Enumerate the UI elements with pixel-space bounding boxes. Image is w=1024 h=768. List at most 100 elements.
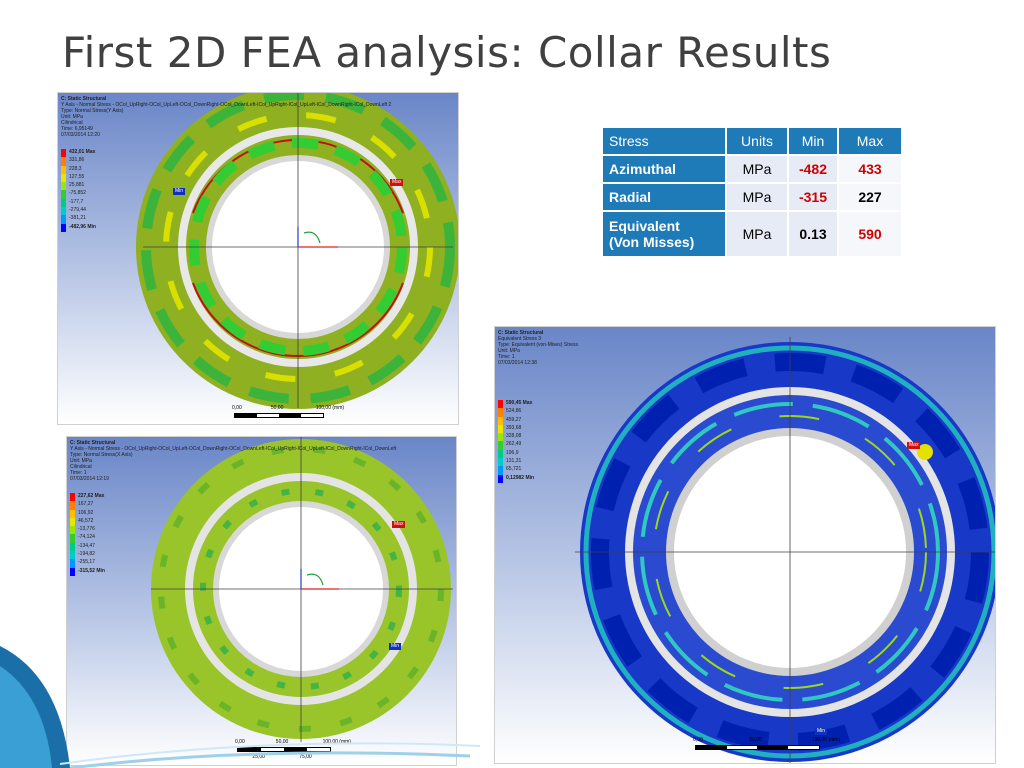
legend-label: -74,124 <box>78 534 95 541</box>
legend-label: 65,721 <box>506 466 522 473</box>
legend-label: 131,31 <box>506 458 522 465</box>
min-marker: Min <box>815 728 828 735</box>
legend-label: 46,572 <box>78 517 94 524</box>
legend-label: 331,86 <box>69 157 85 164</box>
plot-header-line: Unit: MPa <box>498 348 520 354</box>
legend-label: -482,96 Min <box>69 223 96 230</box>
legend-swatch <box>70 501 75 510</box>
plot-header-line: Cilindrical <box>61 120 83 126</box>
row-name-line1: Equivalent <box>609 218 680 234</box>
table-header-row: Stress Units Min Max <box>601 126 903 156</box>
scale-bar-track <box>695 745 820 750</box>
plot-header-line: Equivalent Stress 3 <box>498 336 542 342</box>
scale-bar: 0,00 50,00 100,00 (mm) <box>693 737 855 757</box>
plot-header-line: 07/03/2014 12:20 <box>61 132 100 138</box>
scale-label: 0,00 <box>693 737 703 743</box>
row-name: Azimuthal <box>601 154 727 184</box>
max-marker: Max <box>392 521 406 528</box>
row-min: -315 <box>787 182 839 212</box>
header-units: Units <box>725 126 789 156</box>
scale-label: 100,00 (mm) <box>322 739 351 745</box>
equivalent-collar-contour <box>575 337 995 763</box>
legend-label: 228,3 <box>69 165 82 172</box>
legend-label: -255,17 <box>78 559 95 566</box>
legend-label: 106,92 <box>78 509 94 516</box>
legend-swatch <box>70 551 75 560</box>
scale-bar-segment <box>696 746 727 749</box>
legend-swatch <box>498 416 503 425</box>
azimuthal-stress-plot: C: Static Structural Y Axis - Normal Stre… <box>57 92 459 425</box>
plot-header-line: C: Static Structural <box>61 96 107 102</box>
legend-swatch <box>70 517 75 527</box>
legend-label: -381,21 <box>69 215 86 222</box>
row-name: Radial <box>601 182 727 212</box>
row-units: MPa <box>725 154 789 184</box>
plot-header-line: Type: Normal Stress(Y Axis) <box>61 108 124 114</box>
max-marker: Max <box>907 442 921 449</box>
plot-header-line: Unit: MPa <box>61 114 83 120</box>
plot-header-line: C: Static Structural <box>70 440 116 446</box>
legend-label: 590,45 Max <box>506 400 533 406</box>
radial-stress-plot: C: Static Structural Y Axis - Normal Stre… <box>66 436 457 766</box>
legend-swatch <box>498 449 503 459</box>
plot-header-line: Type: Equivalent (von-Mises) Stress <box>498 342 579 348</box>
scale-label: 100,00 (mm) <box>811 737 841 743</box>
min-marker: Min <box>389 643 402 650</box>
scale-label: 50,00 <box>275 739 289 745</box>
legend-label: 432,01 Max <box>69 149 96 155</box>
radial-collar-contour <box>151 437 453 742</box>
legend-label: 393,68 <box>506 424 522 431</box>
row-name: Equivalent (Von Misses) <box>601 210 727 258</box>
legend-swatch <box>70 526 75 535</box>
scale-bar-track <box>234 413 324 418</box>
legend-swatch <box>498 433 503 442</box>
plot-header-line: Time: 1 <box>498 354 515 360</box>
row-units: MPa <box>725 182 789 212</box>
legend-swatch <box>70 567 75 576</box>
plot-header-line: Unit: MPa <box>70 458 92 464</box>
legend-swatch <box>61 207 66 216</box>
row-units: MPa <box>725 210 789 258</box>
legend-label: -315,52 Min <box>78 567 105 574</box>
plot-header-line: Cilindrical <box>70 464 92 470</box>
legend-swatch <box>70 542 75 552</box>
header-min: Min <box>787 126 839 156</box>
table-row: Equivalent (Von Misses) MPa 0.13 590 <box>601 210 903 258</box>
legend-label: 167,27 <box>78 501 94 508</box>
scale-bar-track <box>237 747 331 752</box>
scale-bar: 0,00 50,00 100,00 (mm) 25,00 75,00 <box>235 739 357 765</box>
plot-header: C: Static Structural Y Axis - Normal Stre… <box>61 96 391 138</box>
row-name-line2: (Von Misses) <box>609 234 695 250</box>
header-stress: Stress <box>601 126 727 156</box>
scale-label: 100,00 (mm) <box>315 405 345 411</box>
legend-label: -134,47 <box>78 542 95 549</box>
scale-label: 0,00 <box>232 405 242 411</box>
legend-swatch <box>70 493 75 502</box>
legend-swatch <box>498 441 503 450</box>
scale-bar: 0,00 50,00 100,00 (mm) <box>232 405 349 424</box>
legend-swatch <box>70 559 75 568</box>
row-max: 227 <box>837 182 903 212</box>
legend-label: 127,55 <box>69 173 85 180</box>
table-row: Azimuthal MPa -482 433 <box>601 154 903 184</box>
legend-label: 25,881 <box>69 182 85 189</box>
max-marker: Max <box>390 179 404 186</box>
plot-header-line: Time: 1 <box>70 470 87 476</box>
decorative-swoosh <box>0 646 481 768</box>
plot-header-line: 07/03/2014 12:19 <box>70 476 109 482</box>
azimuthal-collar-contour <box>136 93 458 409</box>
legend-label: 524,86 <box>506 408 522 415</box>
scale-bar-segment <box>235 414 257 417</box>
legend-swatch <box>61 182 66 191</box>
slide-title: First 2D FEA analysis: Collar Results <box>62 28 832 77</box>
row-max: 590 <box>837 210 903 258</box>
legend-swatch <box>61 173 66 183</box>
header-max: Max <box>837 126 903 156</box>
plot-header: C: Static Structural Y Axis - Normal Stre… <box>70 440 396 482</box>
legend-label: -194,82 <box>78 551 95 558</box>
legend-label: 459,27 <box>506 416 522 423</box>
legend-swatch <box>61 198 66 208</box>
plot-header-line: Type: Normal Stress(X Axis) <box>70 452 133 458</box>
